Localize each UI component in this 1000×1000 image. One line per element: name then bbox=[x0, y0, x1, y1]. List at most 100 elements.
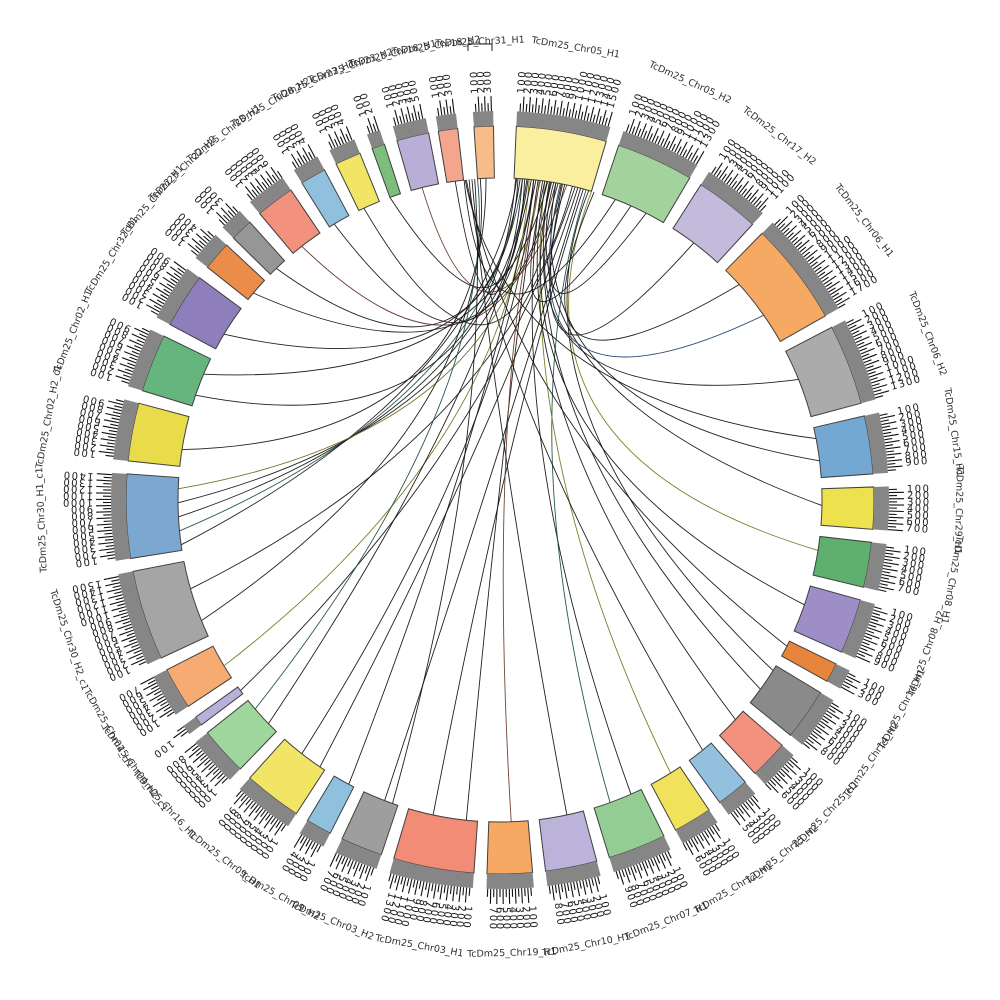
minor-tick bbox=[879, 583, 888, 586]
synteny-link bbox=[531, 180, 632, 795]
minor-tick bbox=[799, 246, 807, 253]
minor-tick bbox=[108, 436, 117, 439]
tick-number: 600 bbox=[426, 901, 441, 926]
major-tick bbox=[225, 203, 237, 215]
major-tick bbox=[439, 884, 443, 900]
minor-tick bbox=[160, 701, 168, 707]
minor-tick bbox=[250, 802, 257, 810]
major-tick bbox=[347, 860, 354, 875]
major-tick bbox=[809, 254, 822, 265]
scale-band-arc bbox=[831, 320, 876, 404]
tick-number: 700 bbox=[903, 442, 928, 456]
minor-tick bbox=[845, 678, 853, 683]
major-tick bbox=[594, 877, 599, 892]
major-tick bbox=[162, 276, 176, 287]
major-tick bbox=[108, 594, 123, 599]
tick-number: 1100 bbox=[62, 489, 94, 501]
major-tick bbox=[260, 174, 270, 188]
major-tick bbox=[886, 452, 902, 456]
major-tick bbox=[452, 886, 455, 902]
tick-number: 100 bbox=[469, 70, 481, 94]
chromosome-arc bbox=[437, 127, 465, 183]
tick-number: 900 bbox=[568, 75, 583, 100]
chromosome-arc bbox=[206, 699, 278, 770]
minor-tick bbox=[173, 272, 181, 279]
major-tick bbox=[146, 304, 160, 313]
chromosome-arc bbox=[784, 326, 862, 418]
minor-tick bbox=[246, 193, 253, 201]
major-tick bbox=[757, 197, 769, 210]
minor-tick bbox=[405, 114, 409, 123]
minor-tick bbox=[752, 795, 759, 803]
minor-tick bbox=[848, 324, 857, 330]
minor-tick bbox=[218, 219, 226, 226]
major-tick bbox=[570, 882, 574, 898]
tick-number: 700 bbox=[78, 405, 103, 421]
chromosome-arc bbox=[813, 415, 874, 479]
chromosome-label: TcDm25_Chr03_H1 bbox=[373, 933, 464, 960]
major-tick bbox=[882, 567, 898, 572]
tick-number: 300 bbox=[482, 69, 494, 93]
major-tick bbox=[881, 421, 897, 426]
minor-tick bbox=[625, 124, 630, 133]
major-tick bbox=[258, 811, 269, 825]
scale-band-arc bbox=[755, 745, 794, 785]
tick-number: 100 bbox=[72, 445, 97, 459]
minor-tick bbox=[774, 775, 781, 782]
major-tick bbox=[97, 529, 113, 532]
minor-tick bbox=[198, 240, 206, 247]
major-tick bbox=[268, 819, 279, 833]
tick-number: 500 bbox=[433, 902, 447, 927]
minor-tick bbox=[550, 106, 553, 115]
minor-tick bbox=[884, 437, 893, 441]
minor-tick bbox=[166, 283, 175, 289]
minor-tick bbox=[791, 757, 798, 764]
minor-tick bbox=[352, 861, 357, 870]
major-tick bbox=[201, 761, 213, 773]
major-tick bbox=[96, 479, 112, 482]
minor-tick bbox=[886, 546, 895, 549]
tick-number: 600 bbox=[565, 900, 580, 925]
major-tick bbox=[117, 623, 132, 630]
minor-tick bbox=[834, 298, 843, 304]
tick-number: 800 bbox=[552, 902, 566, 927]
minor-tick bbox=[131, 350, 140, 355]
minor-tick bbox=[121, 380, 130, 384]
minor-tick bbox=[153, 304, 162, 310]
scale-band-arc bbox=[195, 234, 227, 268]
minor-tick bbox=[393, 117, 397, 126]
minor-tick bbox=[859, 647, 868, 652]
minor-tick bbox=[560, 884, 564, 893]
minor-tick bbox=[316, 844, 322, 853]
major-tick bbox=[733, 177, 744, 190]
synteny-link bbox=[464, 179, 817, 440]
tick-number: 100 bbox=[73, 554, 98, 568]
minor-tick bbox=[774, 218, 781, 226]
tick-number: 100 bbox=[150, 737, 176, 760]
chromosome-arc bbox=[473, 125, 495, 180]
major-tick bbox=[696, 835, 705, 849]
minor-tick bbox=[443, 885, 446, 894]
minor-tick bbox=[828, 707, 836, 713]
minor-tick bbox=[871, 383, 880, 387]
tick-number: 400 bbox=[900, 564, 925, 579]
major-tick bbox=[830, 286, 844, 296]
major-tick bbox=[233, 792, 245, 805]
major-tick bbox=[106, 406, 122, 412]
minor-tick bbox=[643, 130, 648, 139]
minor-tick bbox=[721, 173, 727, 181]
minor-tick bbox=[886, 456, 895, 459]
minor-tick bbox=[190, 249, 198, 256]
minor-tick bbox=[579, 880, 582, 889]
major-tick bbox=[577, 104, 582, 120]
synteny-link bbox=[539, 181, 805, 606]
major-tick bbox=[812, 259, 826, 270]
minor-tick bbox=[660, 138, 665, 147]
minor-tick bbox=[235, 790, 242, 798]
minor-tick bbox=[468, 887, 471, 896]
major-tick bbox=[748, 189, 759, 202]
major-tick bbox=[679, 141, 688, 156]
major-tick bbox=[426, 882, 431, 898]
minor-tick bbox=[412, 879, 416, 888]
minor-tick bbox=[548, 885, 551, 894]
